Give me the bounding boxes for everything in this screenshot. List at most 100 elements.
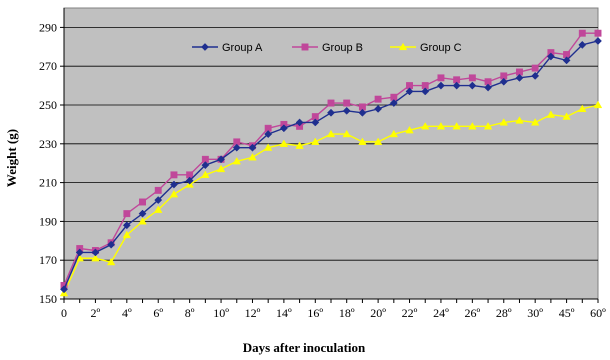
data-point-group-c	[216, 164, 226, 173]
y-tick-label: 290	[39, 20, 57, 34]
data-point-group-a	[499, 77, 508, 86]
data-point-group-b	[531, 64, 539, 72]
data-point-group-c	[436, 122, 446, 130]
data-point-group-c	[91, 253, 100, 262]
x-tick-label: 2º	[91, 306, 101, 320]
data-point-group-c	[248, 153, 257, 161]
data-point-group-c	[562, 112, 571, 120]
x-tick-label: 28º	[496, 306, 512, 320]
x-tick-label: 6º	[153, 306, 163, 320]
x-tick-label: 26º	[464, 306, 480, 320]
legend-marker-group-a	[201, 43, 209, 51]
data-point-group-c	[421, 122, 430, 130]
data-point-group-c	[530, 118, 540, 126]
x-tick-label: 30º	[527, 306, 543, 320]
x-tick-label: 24º	[433, 306, 449, 320]
data-point-group-a	[295, 118, 304, 127]
data-point-group-a	[421, 87, 430, 96]
data-point-group-c	[295, 141, 304, 149]
y-tick-label: 150	[39, 292, 57, 306]
data-point-group-a	[594, 37, 602, 45]
data-point-group-a	[358, 108, 367, 117]
y-axis-title: Weight (g)	[4, 129, 19, 187]
x-tick-label: 8º	[185, 306, 195, 320]
data-point-group-c	[405, 125, 414, 134]
y-tick-label: 230	[39, 137, 57, 151]
data-point-group-b	[170, 171, 178, 179]
data-point-group-a	[484, 83, 493, 92]
data-point-group-b	[578, 29, 586, 37]
data-point-group-a	[311, 118, 320, 127]
data-point-group-a	[342, 106, 351, 115]
data-point-group-a	[531, 71, 540, 80]
data-point-group-c	[373, 137, 383, 145]
data-point-group-c	[342, 129, 351, 138]
x-tick-label: 0	[61, 306, 67, 320]
data-point-group-a	[122, 221, 131, 230]
x-tick-label: 14º	[276, 306, 292, 320]
x-tick-label: 45º	[559, 306, 575, 320]
data-point-group-a	[154, 196, 163, 205]
legend-item-group-b: Group B	[292, 42, 363, 54]
x-tick-label: 16º	[307, 306, 323, 320]
legend-item-group-a: Group A	[192, 42, 263, 54]
x-tick-label: 60º	[590, 306, 606, 320]
x-tick-label: 12º	[245, 306, 261, 320]
legend-marker-group-c	[398, 42, 408, 51]
data-point-group-c	[499, 118, 508, 126]
data-point-group-c	[483, 122, 493, 130]
data-point-group-a	[217, 155, 226, 164]
data-point-group-a	[562, 56, 571, 65]
data-point-group-a	[327, 108, 335, 117]
data-point-group-a	[515, 73, 524, 82]
data-point-group-c	[232, 156, 241, 165]
y-tick-label: 170	[39, 253, 57, 267]
data-point-group-c	[201, 170, 210, 178]
x-tick-label: 20º	[370, 306, 386, 320]
data-point-group-b	[154, 186, 162, 194]
data-point-group-a	[248, 143, 257, 152]
data-point-group-a	[546, 52, 555, 61]
data-point-group-a	[91, 248, 100, 257]
data-point-group-c	[122, 230, 132, 239]
data-point-group-a	[107, 240, 116, 249]
data-point-group-a	[374, 104, 383, 113]
data-point-group-a	[201, 161, 210, 170]
data-point-group-c	[468, 122, 477, 130]
data-point-group-b	[123, 210, 131, 218]
data-point-group-a	[389, 99, 398, 108]
y-tick-label: 250	[39, 98, 57, 112]
data-point-group-a	[169, 180, 178, 189]
data-point-group-b	[594, 29, 602, 37]
data-point-group-c	[452, 122, 461, 130]
series-group-a	[60, 37, 602, 294]
legend-item-group-c: Group C	[390, 42, 462, 54]
y-tick-label: 270	[39, 59, 57, 73]
x-axis-title: Days after inoculation	[243, 340, 366, 355]
data-point-group-c	[326, 129, 336, 138]
data-point-group-b	[343, 99, 351, 107]
data-point-group-a	[436, 81, 445, 90]
data-point-group-c	[546, 110, 556, 118]
data-point-group-a	[185, 176, 194, 185]
data-point-group-b	[327, 99, 335, 107]
legend-marker-group-b	[301, 43, 309, 51]
y-tick-label: 210	[39, 176, 57, 190]
x-tick-label: 10º	[213, 306, 229, 320]
data-point-group-a	[60, 285, 68, 294]
data-point-group-a	[75, 248, 84, 257]
y-tick-label: 190	[39, 214, 57, 228]
data-point-group-a	[264, 130, 273, 139]
data-point-group-b	[139, 198, 146, 206]
data-point-group-a	[232, 143, 241, 152]
data-point-group-a	[405, 87, 414, 96]
data-point-group-b	[468, 74, 476, 82]
data-point-group-a	[279, 124, 288, 133]
data-point-group-b	[374, 95, 382, 103]
x-tick-label: 4º	[122, 306, 132, 320]
data-point-group-c	[154, 205, 163, 213]
data-point-group-c	[169, 189, 179, 198]
series-group-c	[59, 100, 603, 297]
